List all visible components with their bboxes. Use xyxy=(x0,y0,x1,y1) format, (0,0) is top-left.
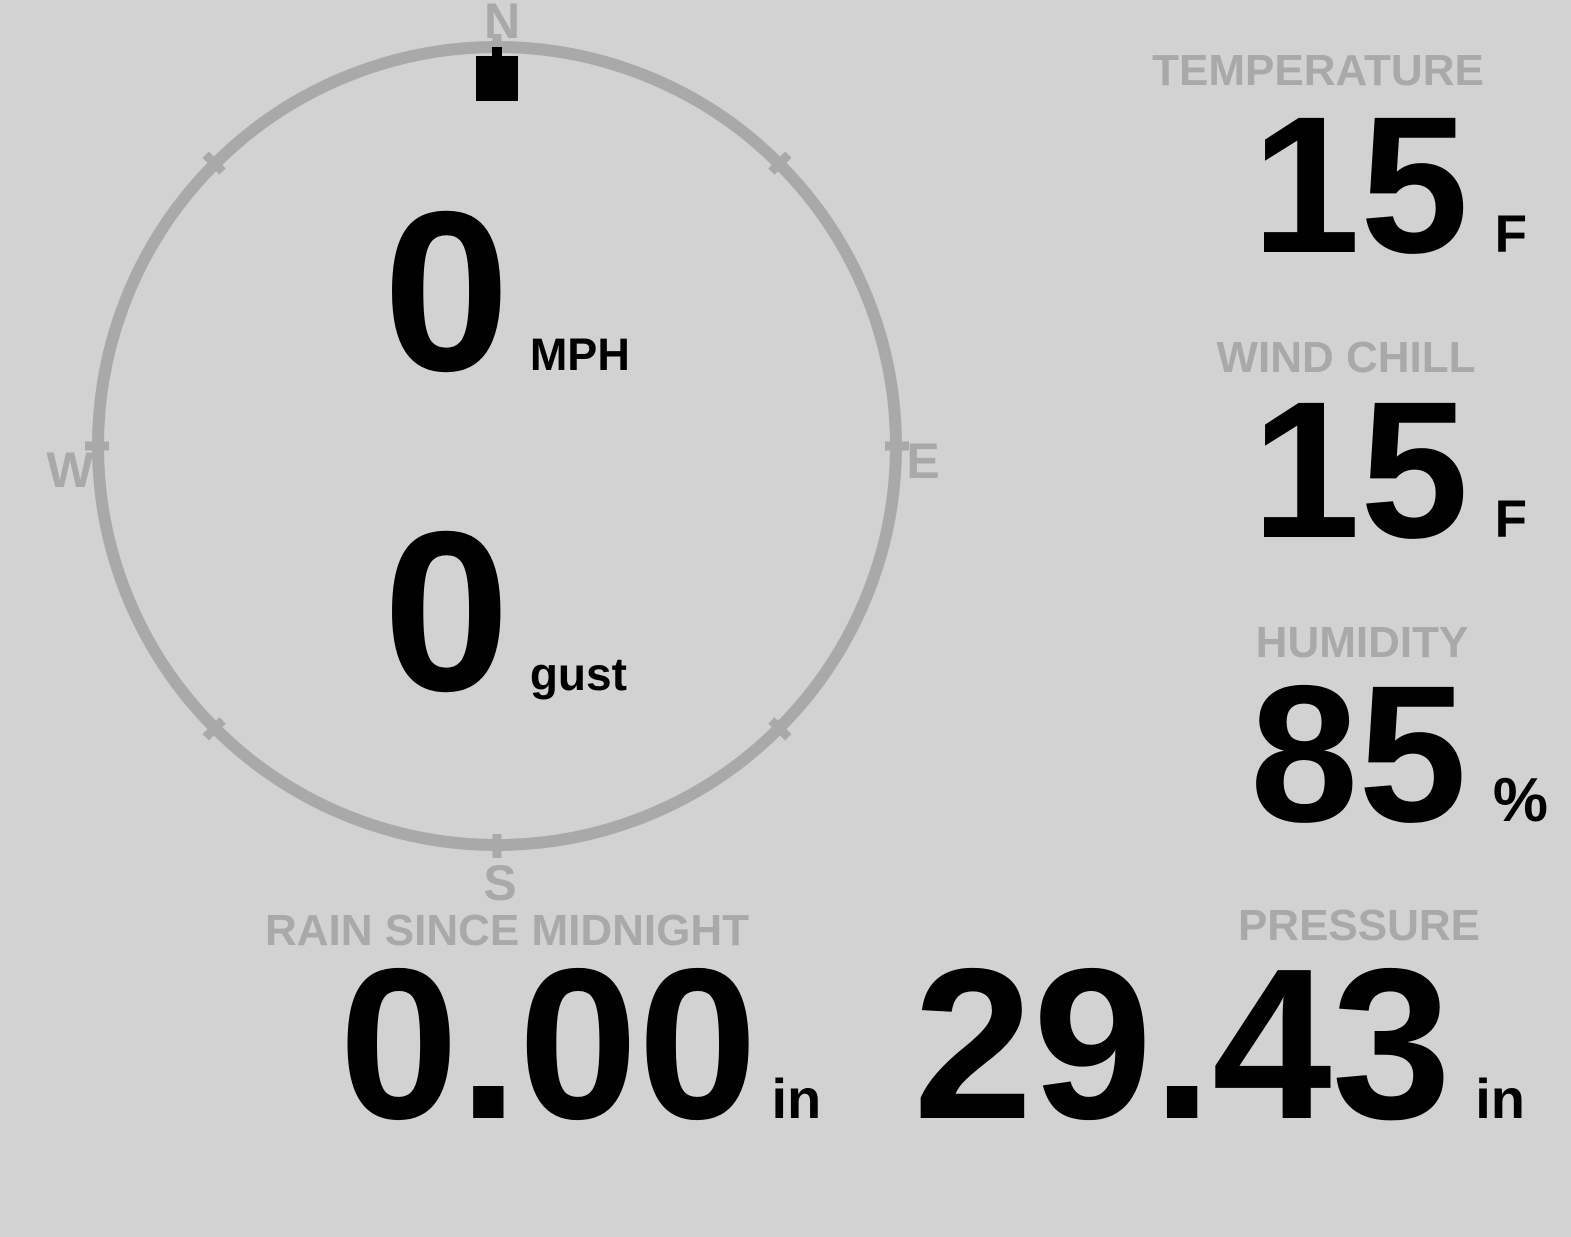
compass-ticks xyxy=(85,34,909,858)
humidity-unit: % xyxy=(1492,766,1548,835)
wind-gust-unit: gust xyxy=(529,648,627,700)
compass-north-label: N xyxy=(483,0,521,49)
wind-direction-marker-icon xyxy=(476,47,518,101)
compass-tick-sw xyxy=(202,717,226,741)
pressure-unit: in xyxy=(1475,1067,1525,1130)
temperature-value: 15 xyxy=(1251,76,1469,294)
temperature-readout: 15 F xyxy=(1252,88,1527,283)
humidity-readout: 85 % xyxy=(1250,657,1548,852)
wind-speed-readout: 0 MPH xyxy=(383,178,630,406)
wind-gust-readout: 0 gust xyxy=(383,498,627,726)
compass-south-label: S xyxy=(483,855,517,911)
compass-tick-ne xyxy=(768,151,792,175)
wind-chill-readout: 15 F xyxy=(1252,373,1527,568)
rain-value: 0.00 xyxy=(339,923,758,1164)
pressure-value: 29.43 xyxy=(913,923,1452,1164)
rain-unit: in xyxy=(771,1067,822,1130)
compass-tick-nw xyxy=(202,151,226,175)
pressure-label: PRESSURE xyxy=(1237,901,1481,950)
humidity-value: 85 xyxy=(1249,645,1467,863)
wind-chill-value: 15 xyxy=(1251,361,1469,579)
pressure-readout: 29.43 in xyxy=(913,936,1525,1151)
temperature-unit: F xyxy=(1494,205,1527,264)
wind-gust-value: 0 xyxy=(383,485,510,739)
rain-readout: 0.00 in xyxy=(339,936,821,1151)
compass-west-label: W xyxy=(46,442,94,498)
rain-label: RAIN SINCE MIDNIGHT xyxy=(265,906,749,955)
wind-speed-value: 0 xyxy=(383,165,510,419)
wind-speed-unit: MPH xyxy=(529,329,630,380)
wind-chill-unit: F xyxy=(1494,490,1527,549)
humidity-label: HUMIDITY xyxy=(1255,618,1469,667)
temperature-label: TEMPERATURE xyxy=(1152,46,1484,95)
compass-east-label: E xyxy=(906,433,940,489)
wind-chill-label: WIND CHILL xyxy=(1216,333,1476,382)
compass-tick-se xyxy=(768,717,792,741)
